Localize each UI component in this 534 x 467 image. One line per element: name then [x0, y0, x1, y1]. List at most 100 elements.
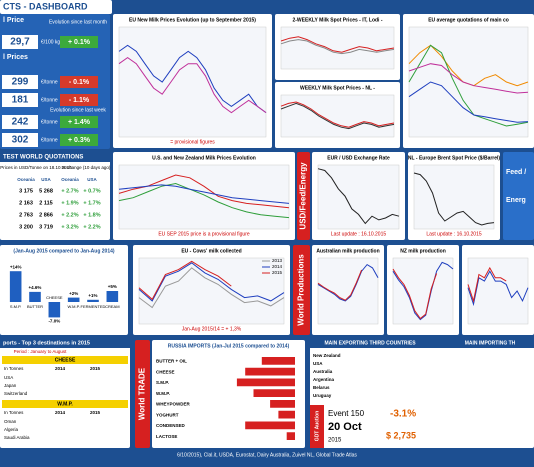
change-box — [60, 94, 98, 106]
panel — [0, 338, 130, 448]
panel — [297, 152, 310, 240]
label: GDT Auction — [314, 411, 320, 441]
chart-note: = provisional figures — [170, 139, 215, 145]
plot-area — [317, 164, 400, 230]
panel — [152, 340, 305, 448]
table-cell: USA — [4, 375, 13, 380]
column-header: Oceania — [61, 177, 79, 182]
category-label: CHEESE — [46, 295, 63, 300]
label: 20 Oct — [328, 421, 362, 433]
plot-area — [280, 26, 395, 70]
bar — [245, 367, 295, 376]
label: 2014 — [55, 366, 66, 371]
bar — [87, 299, 99, 302]
label: 2015 — [90, 366, 101, 371]
table-cell: + 2.7% — [61, 188, 78, 194]
category-label: W.M.P. — [156, 391, 170, 396]
bar — [9, 271, 22, 302]
bar — [286, 432, 295, 440]
price-value: 242 — [12, 117, 29, 128]
bar — [48, 302, 61, 318]
table-cell: + 1.9% — [61, 200, 78, 206]
chart-title: EU average quotations of main co — [428, 17, 509, 23]
plot-area — [138, 257, 285, 325]
label: In Tonnes — [4, 410, 24, 415]
price-change: + 0.1% — [68, 39, 91, 46]
table-cell: + 2.2% — [83, 224, 100, 230]
price-value: 302 — [12, 135, 29, 146]
chart-title: NL - Europe Brent Spot Price ($/Barrel) — [408, 155, 500, 161]
chart-title: U.S. and New Zealand Milk Prices Evoluti… — [152, 155, 256, 161]
price-box — [2, 93, 38, 107]
table-cell: + 0.7% — [83, 188, 100, 194]
table-header — [2, 356, 128, 364]
change-box — [60, 36, 98, 48]
category-label: CONDENSED — [156, 423, 186, 428]
series-line — [138, 260, 232, 301]
category-label: W.M.P. — [67, 304, 79, 309]
series-line — [467, 266, 507, 303]
chart-title: EU - Cows' milk collected — [181, 248, 241, 254]
series-line — [408, 44, 529, 127]
label: CHEESE — [55, 357, 76, 363]
label: Feed / — [506, 169, 526, 176]
table-cell: + 3.2% — [61, 224, 78, 230]
chart-title: RUSSIA IMPORTS (Jan-Jul 2015 compared to… — [168, 343, 290, 349]
chart-title: Australian milk production — [316, 248, 379, 254]
series-line — [280, 101, 395, 128]
legend-label: 2013 — [272, 258, 283, 263]
chart-title: (Jan-Aug 2015 compared to Jan-Aug 2014) — [13, 248, 114, 254]
title-bar — [310, 338, 534, 348]
table-cell: Belarus — [313, 385, 330, 390]
chart-note: EU SEP 2015 price is a provisional figur… — [158, 231, 250, 237]
category-label: CREAM — [105, 304, 119, 309]
series-line — [317, 263, 379, 302]
bar — [236, 378, 295, 387]
price-value: 299 — [12, 77, 29, 88]
label: Evolution since last month — [49, 19, 107, 25]
bar — [261, 357, 295, 365]
label: -7.0% — [48, 319, 60, 324]
panel — [0, 152, 110, 240]
plot-area — [118, 164, 290, 230]
price-change: + 0.3% — [68, 137, 91, 144]
label: +2% — [69, 291, 78, 296]
panel — [503, 152, 534, 240]
label: 2015 — [90, 410, 101, 415]
series-line — [392, 261, 454, 321]
price-box — [2, 35, 38, 49]
series-line — [413, 172, 495, 226]
series-line — [280, 102, 395, 130]
category-label: WHEYPOWDER — [156, 402, 191, 407]
bar — [278, 410, 295, 419]
series-line — [317, 269, 363, 301]
price-box — [2, 75, 38, 89]
bar — [270, 400, 295, 408]
panel — [293, 245, 310, 335]
bar — [253, 389, 295, 397]
category-label: BUTTER + OIL — [156, 359, 187, 364]
price-box — [2, 115, 38, 129]
label: MAIN EXPORTING THIRD COUNTRIES — [324, 340, 416, 346]
table-cell: Uruguay — [313, 393, 332, 398]
table-cell: Saudi Arabia — [4, 435, 30, 440]
category-label: LACTOSE — [156, 434, 177, 439]
plot-area — [413, 164, 495, 230]
series-line — [317, 168, 400, 225]
label: MAIN IMPORTING TH — [465, 340, 516, 346]
section-label: USD/Feed/Energy — [299, 162, 308, 230]
gdt-change: -3.1% — [390, 409, 416, 420]
bar — [29, 291, 41, 302]
label: €/tonne — [41, 79, 58, 85]
price-value: 181 — [12, 95, 29, 106]
chart-title: EU New Milk Prices Evolution (up to Sept… — [129, 17, 256, 23]
table-cell: 2 115 — [39, 200, 52, 206]
plot-area — [317, 257, 379, 325]
label: €/tonne — [41, 119, 58, 125]
table-header — [2, 400, 128, 408]
label: Prices in USD/Tonne on 18.10.2015 — [0, 165, 72, 170]
category-label: S.M.P. — [10, 304, 22, 309]
table-cell: Switzerland — [4, 391, 28, 396]
chart-note: Jan-Aug 2015/14 = + 1,3% — [182, 326, 242, 332]
